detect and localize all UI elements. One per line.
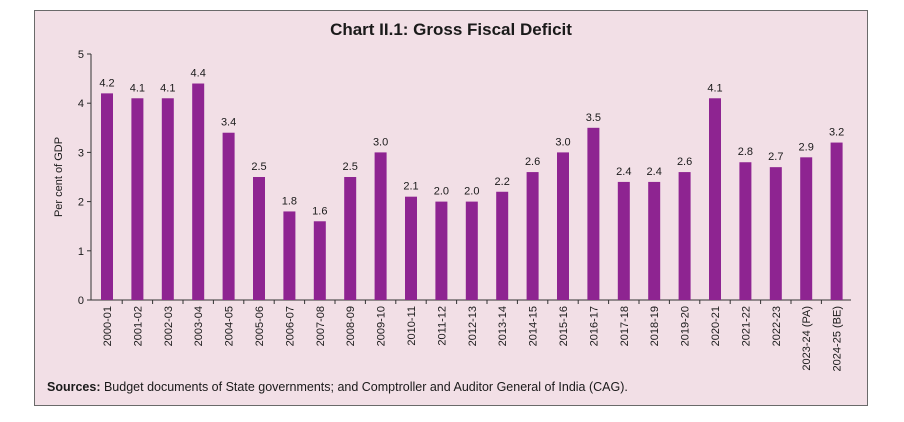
bar xyxy=(678,172,691,300)
x-tick-label: 2000-01 xyxy=(102,306,114,346)
sources-note: Sources: Budget documents of State gover… xyxy=(47,380,628,394)
data-label: 2.5 xyxy=(343,161,358,173)
x-tick-label: 2022-23 xyxy=(771,306,783,346)
y-tick-label: 5 xyxy=(78,49,84,61)
bar xyxy=(800,157,813,300)
x-tick-label: 2010-11 xyxy=(406,306,418,346)
data-label: 2.0 xyxy=(434,186,449,198)
data-label: 2.4 xyxy=(616,166,631,178)
bar xyxy=(161,98,174,300)
data-label: 2.5 xyxy=(251,161,266,173)
chart-title: Chart II.1: Gross Fiscal Deficit xyxy=(330,20,572,39)
x-tick-label: 2013-14 xyxy=(497,306,509,346)
data-label: 3.2 xyxy=(829,127,844,139)
bar-chart: 0 1 2 3 4 5 Per cent of GDP 4.2 2000-01 4.1 2001-0… xyxy=(53,49,851,371)
x-tick-label: 2003-04 xyxy=(193,306,205,346)
sources-text: Budget documents of State governments; a… xyxy=(100,380,628,394)
y-axis-label: Per cent of GDP xyxy=(53,137,65,217)
x-tick-label: 2014-15 xyxy=(528,306,540,346)
data-label: 2.6 xyxy=(525,156,540,168)
bar xyxy=(374,152,387,300)
data-label: 2.7 xyxy=(768,151,783,163)
data-label: 3.0 xyxy=(373,136,388,148)
y-tick-label: 1 xyxy=(78,246,84,258)
sources-label: Sources: xyxy=(47,380,101,394)
x-tick-label: 2020-21 xyxy=(710,306,722,346)
data-label: 3.4 xyxy=(221,117,236,129)
x-tick-label: 2009-10 xyxy=(376,306,388,346)
bar xyxy=(253,177,265,300)
bar xyxy=(313,221,326,300)
data-label: 2.4 xyxy=(647,166,662,178)
x-tick-label: 2021-22 xyxy=(740,306,752,346)
data-label: 2.1 xyxy=(403,181,418,193)
x-tick-label: 2019-20 xyxy=(680,306,692,346)
bar xyxy=(465,201,478,300)
data-label: 2.0 xyxy=(464,186,479,198)
data-label: 4.1 xyxy=(707,82,722,94)
x-tick-label: 2005-06 xyxy=(254,306,266,346)
chart-panel: Chart II.1: Gross Fiscal Deficit 0 1 2 3 4 5 P… xyxy=(34,10,868,406)
data-label: 2.8 xyxy=(738,146,753,158)
data-label: 1.6 xyxy=(312,205,327,217)
bar xyxy=(830,142,843,300)
bar xyxy=(739,162,752,300)
bar xyxy=(769,167,782,300)
x-tick-label: 2004-05 xyxy=(224,306,236,346)
data-label: 4.4 xyxy=(191,68,206,80)
data-label: 4.1 xyxy=(130,82,145,94)
bar xyxy=(222,132,235,300)
x-tick-label: 2008-09 xyxy=(345,306,357,346)
bar xyxy=(283,211,296,300)
data-label: 4.1 xyxy=(160,82,175,94)
x-tick-label: 2023-24 (PA) xyxy=(801,306,813,371)
data-label: 4.2 xyxy=(99,77,114,89)
x-tick-label: 2017-18 xyxy=(619,306,631,346)
bar xyxy=(587,127,600,300)
bar xyxy=(526,172,539,300)
data-label: 3.5 xyxy=(586,112,601,124)
y-tick-label: 4 xyxy=(78,98,84,110)
bar xyxy=(435,201,448,300)
data-label: 2.2 xyxy=(495,176,510,188)
bar xyxy=(496,191,509,300)
x-tick-label: 2018-19 xyxy=(649,306,661,346)
data-label: 2.6 xyxy=(677,156,692,168)
x-tick-label: 2001-02 xyxy=(132,306,144,346)
x-tick-label: 2002-03 xyxy=(163,306,175,346)
x-tick-label: 2011-12 xyxy=(436,306,448,346)
bar xyxy=(648,181,661,300)
bar xyxy=(101,93,113,300)
x-tick-label: 2024-25 (BE) xyxy=(832,306,844,371)
bar xyxy=(405,196,417,300)
y-tick-label: 3 xyxy=(78,147,84,159)
x-tick-label: 2016-17 xyxy=(588,306,600,346)
data-label: 3.0 xyxy=(555,136,570,148)
x-tick-label: 2015-16 xyxy=(558,306,570,346)
bar xyxy=(192,83,205,301)
bar xyxy=(131,98,144,300)
bar xyxy=(617,181,630,300)
bar xyxy=(344,177,357,300)
data-label: 1.8 xyxy=(282,195,297,207)
x-tick-label: 2006-07 xyxy=(284,306,296,346)
data-label: 2.9 xyxy=(799,141,814,153)
x-tick-label: 2012-13 xyxy=(467,306,479,346)
y-tick-label: 2 xyxy=(78,197,84,209)
bar xyxy=(557,152,569,300)
bar xyxy=(709,98,721,300)
y-tick-label: 0 xyxy=(78,295,84,307)
x-tick-label: 2007-08 xyxy=(315,306,327,346)
